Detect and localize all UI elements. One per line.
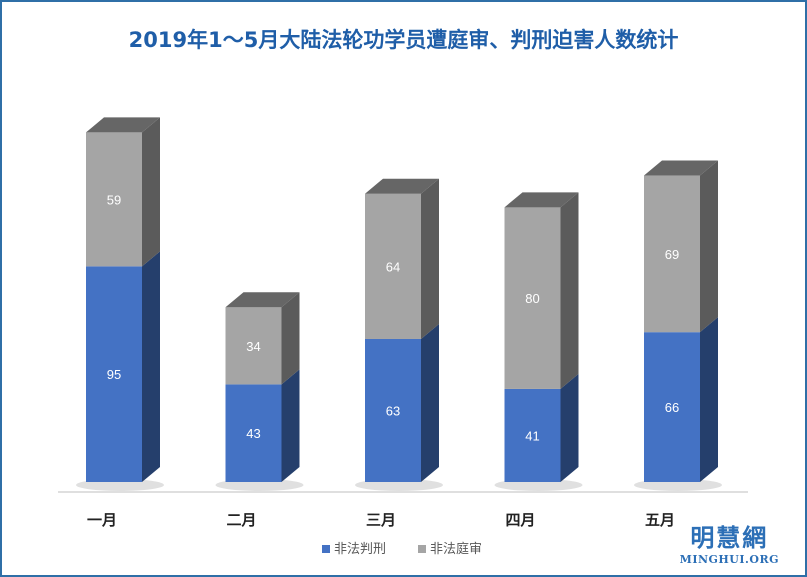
bar-tried-5-side bbox=[700, 160, 718, 333]
bar-tried-5-top bbox=[644, 160, 718, 176]
data-label-tried-4: 80 bbox=[525, 291, 539, 306]
bar-sentenced-1 bbox=[86, 266, 142, 482]
bar-sentenced-1-side bbox=[142, 251, 160, 482]
bar-tried-3 bbox=[365, 193, 421, 339]
chart-title: 2019年1～5月大陆法轮功学员遭庭审、判刑迫害人数统计 bbox=[128, 28, 679, 52]
legend-label-2: 非法庭审 bbox=[430, 541, 482, 557]
data-label-tried-2: 34 bbox=[246, 339, 260, 354]
bar-sentenced-5-side bbox=[700, 317, 718, 482]
bar-tried-4-top bbox=[504, 192, 579, 208]
bar-tried-4-side bbox=[560, 192, 579, 389]
bar-tried-5 bbox=[644, 175, 700, 333]
watermark-cn: 明慧網 bbox=[690, 523, 769, 552]
data-label-sentenced-3: 63 bbox=[386, 403, 400, 418]
data-label-tried-1: 59 bbox=[107, 192, 121, 207]
bar-tried-2-top bbox=[225, 292, 300, 308]
category-label-5: 五月 bbox=[645, 511, 675, 529]
legend-label-1: 非法判刑 bbox=[334, 542, 386, 557]
bar-sentenced-2-side bbox=[281, 369, 300, 482]
legend-swatch-2 bbox=[418, 545, 426, 553]
bar-tried-1-top bbox=[86, 117, 160, 133]
bar-tried-1-side bbox=[142, 117, 160, 267]
minghui-watermark: 明慧網 MINGHUI.ORG bbox=[680, 518, 779, 566]
bar-tried-3-top bbox=[365, 178, 439, 194]
bar-sentenced-2 bbox=[225, 384, 282, 482]
data-label-sentenced-1: 95 bbox=[107, 367, 121, 382]
bar-sentenced-5 bbox=[644, 332, 700, 482]
data-label-sentenced-4: 41 bbox=[525, 428, 539, 443]
bar-sentenced-4 bbox=[504, 388, 561, 482]
category-label-1: 一月 bbox=[87, 511, 117, 529]
bar-tried-4 bbox=[504, 207, 561, 389]
bar-tried-3-side bbox=[421, 178, 439, 339]
category-label-3: 三月 bbox=[366, 511, 396, 529]
bar-tried-1 bbox=[86, 132, 142, 267]
bar-sentenced-3-side bbox=[421, 323, 439, 482]
data-label-sentenced-5: 66 bbox=[665, 400, 679, 415]
category-label-4: 四月 bbox=[505, 511, 535, 529]
data-label-tried-3: 64 bbox=[386, 259, 400, 274]
bar-sentenced-4-side bbox=[560, 373, 579, 482]
bar-sentenced-3 bbox=[365, 338, 421, 482]
bar-tried-2 bbox=[225, 307, 282, 385]
data-label-sentenced-2: 43 bbox=[246, 426, 260, 441]
data-label-tried-5: 69 bbox=[665, 247, 679, 262]
watermark-en: MINGHUI.ORG bbox=[679, 553, 779, 566]
category-label-2: 二月 bbox=[226, 511, 256, 529]
legend-swatch-1 bbox=[322, 545, 330, 553]
bar-tried-2-side bbox=[281, 292, 300, 385]
